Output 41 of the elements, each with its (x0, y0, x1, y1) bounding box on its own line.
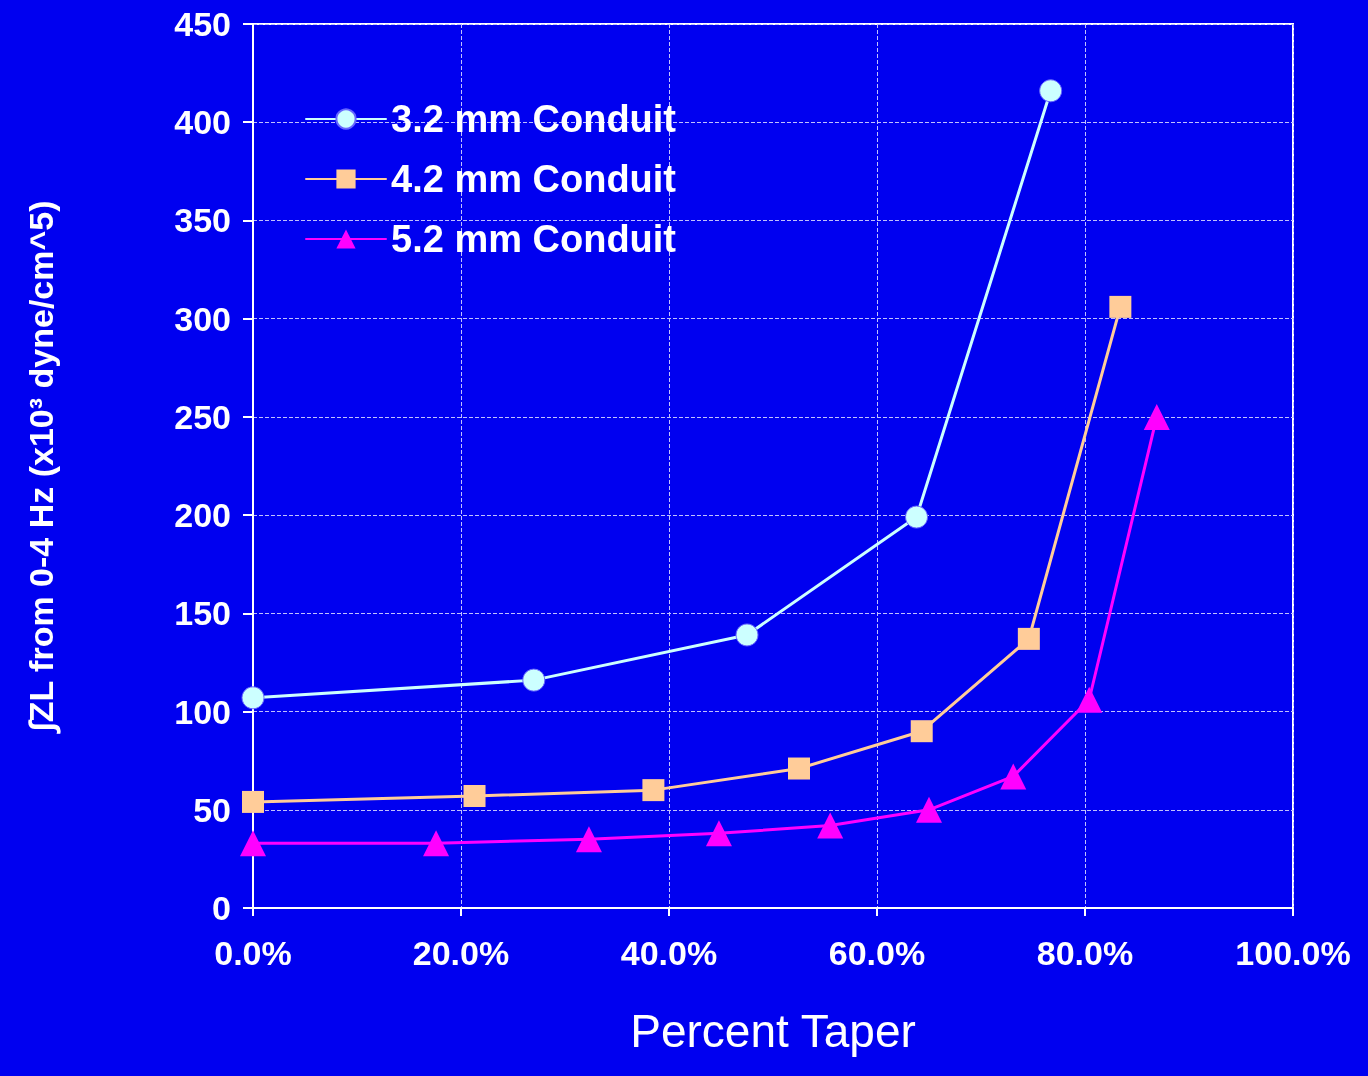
point (916, 796, 942, 823)
point (1017, 627, 1040, 650)
point (463, 785, 486, 808)
point (1143, 403, 1170, 430)
point (423, 830, 450, 857)
y-tick-label: 100 (174, 692, 231, 731)
x-tick-label: 100.0% (1235, 934, 1351, 972)
x-tick-label: 20.0% (412, 934, 510, 972)
y-tick-label: 450 (174, 5, 231, 43)
point (522, 668, 546, 692)
y-tick-label: 200 (174, 496, 231, 535)
x-axis-title: Percent Taper (630, 1005, 916, 1057)
point (905, 505, 929, 529)
point (817, 812, 844, 839)
point (1000, 763, 1027, 790)
point (1109, 295, 1132, 318)
x-tick-label: 0.0% (214, 934, 292, 972)
y-tick-label: 350 (174, 201, 231, 240)
legend-label: 5.2 mm Conduit (391, 218, 677, 260)
point (575, 826, 602, 853)
y-axis-title: ∫ZL from 0-4 Hz (x10³ dyne/cm^5) (22, 200, 61, 735)
x-tick-label: 60.0% (828, 934, 926, 972)
point (1039, 79, 1063, 103)
y-tick-label: 300 (174, 299, 231, 338)
point (788, 757, 810, 780)
point (642, 779, 665, 802)
x-tick-label: 40.0% (620, 934, 718, 972)
point (241, 686, 265, 710)
legend-label: 4.2 mm Conduit (391, 158, 677, 200)
x-tick-label: 80.0% (1036, 934, 1134, 972)
y-tick-label: 0 (212, 889, 231, 927)
point (240, 830, 266, 857)
point (705, 820, 732, 847)
point (735, 623, 759, 647)
point (242, 790, 264, 813)
y-tick-label: 250 (174, 397, 231, 436)
point (1076, 686, 1103, 713)
y-tick-label: 50 (193, 790, 231, 829)
point (910, 720, 933, 743)
y-tick-label: 150 (174, 594, 231, 633)
y-tick-label: 400 (174, 103, 231, 142)
